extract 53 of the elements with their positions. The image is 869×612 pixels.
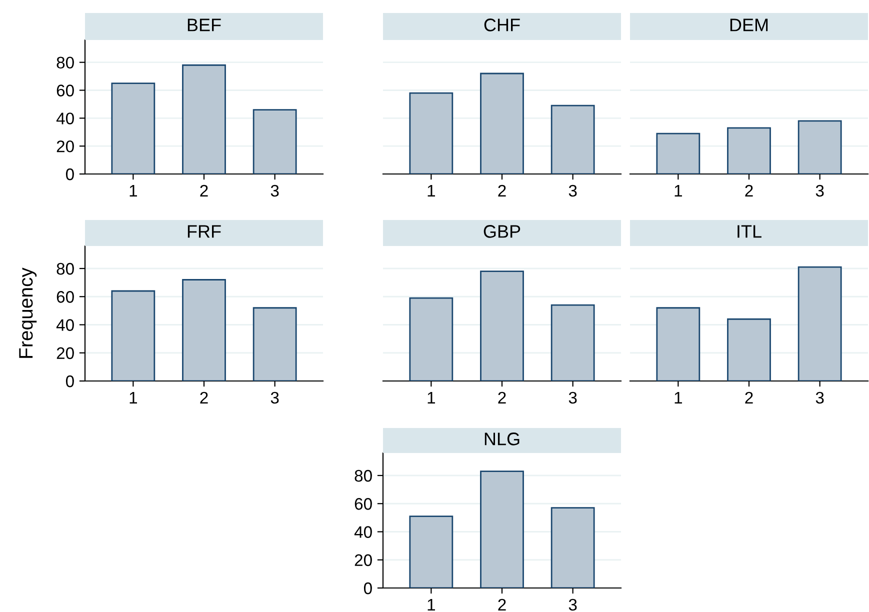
x-tick-label: 2 xyxy=(745,184,753,196)
chart-title: DEM xyxy=(730,18,768,32)
chart-title: NLG xyxy=(484,432,520,446)
y-tick-label: 20 xyxy=(56,347,74,360)
y-tick-label: 60 xyxy=(56,291,74,303)
x-tick-label: 2 xyxy=(498,184,506,196)
x-tick-label: 2 xyxy=(745,392,753,404)
bar xyxy=(550,507,595,588)
y-tick-label: 0 xyxy=(66,168,74,180)
bar xyxy=(182,279,226,381)
x-tick-label: 3 xyxy=(270,392,279,404)
y-tick-label: 60 xyxy=(56,84,74,96)
x-tick-label: 2 xyxy=(200,184,208,196)
x-tick-label: 1 xyxy=(130,185,137,196)
bar xyxy=(252,109,297,174)
x-tick-label: 2 xyxy=(498,598,506,610)
x-tick-label: 2 xyxy=(200,392,208,404)
x-tick-label: 3 xyxy=(568,184,577,197)
x-tick-label: 3 xyxy=(816,184,824,197)
x-tick-label: 3 xyxy=(568,392,577,404)
bar xyxy=(409,516,454,588)
y-tick-label: 20 xyxy=(56,140,74,152)
y-tick-label: 0 xyxy=(66,375,74,388)
x-tick-label: 1 xyxy=(428,392,435,404)
bar xyxy=(111,290,156,381)
y-tick-label: 0 xyxy=(364,582,372,594)
x-tick-label: 1 xyxy=(428,185,435,196)
chart-title: GBP xyxy=(484,225,520,238)
x-tick-label: 1 xyxy=(130,392,137,404)
chart-title: FRF xyxy=(188,225,221,238)
chart-title: BEF xyxy=(188,18,221,32)
y-tick-label: 40 xyxy=(56,319,74,331)
x-tick-label: 1 xyxy=(674,392,682,404)
x-tick-label: 3 xyxy=(270,184,279,197)
bar xyxy=(182,64,226,174)
x-tick-label: 1 xyxy=(428,599,435,610)
chart-title: CHF xyxy=(484,18,520,32)
x-tick-label: 3 xyxy=(568,598,577,611)
chart-title: ITL xyxy=(738,225,762,238)
y-tick-label: 80 xyxy=(56,262,74,275)
bar xyxy=(252,307,297,381)
y-tick-label: 20 xyxy=(354,554,372,566)
y-tick-label: 40 xyxy=(354,526,372,538)
y-tick-label: 80 xyxy=(354,470,372,482)
bar xyxy=(480,470,524,588)
x-tick-label: 3 xyxy=(816,392,824,404)
y-tick-label: 60 xyxy=(354,498,372,510)
bar xyxy=(111,82,156,174)
x-tick-label: 1 xyxy=(674,185,682,196)
y-axis-title: Frequency xyxy=(19,268,37,358)
y-tick-label: 40 xyxy=(56,112,74,124)
x-tick-label: 2 xyxy=(498,392,506,404)
y-tick-label: 80 xyxy=(56,56,74,69)
